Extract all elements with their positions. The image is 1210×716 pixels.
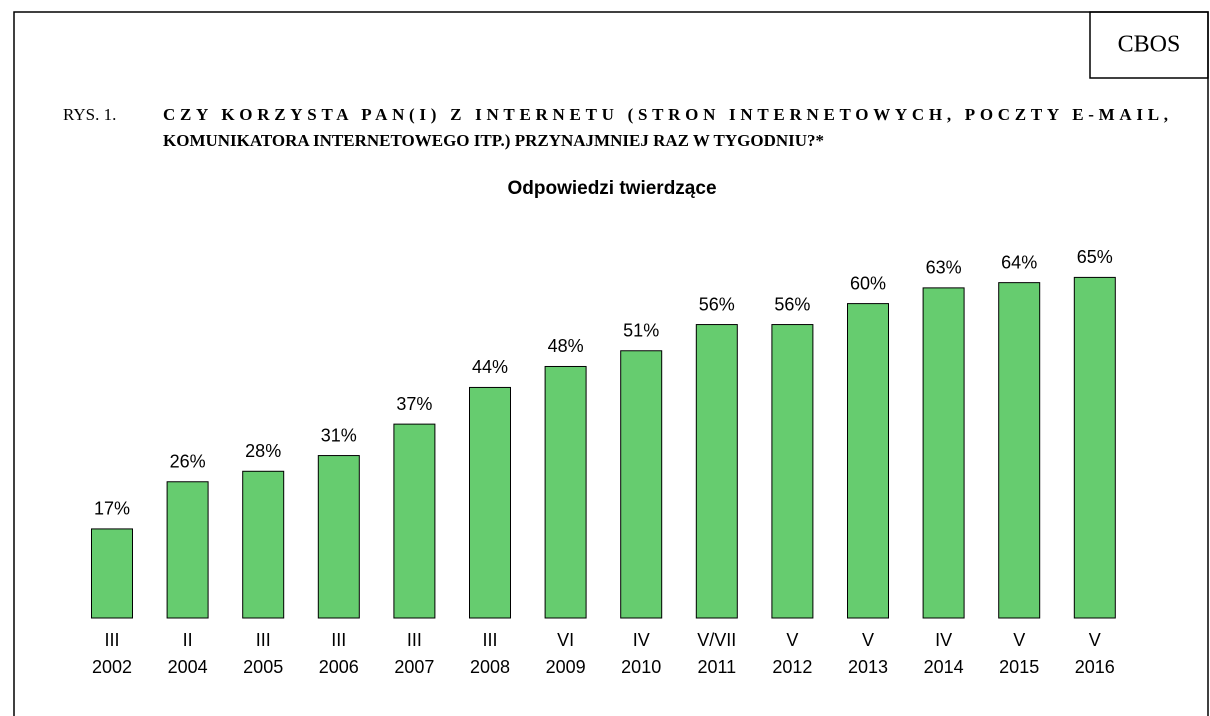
- chart-subtitle: Odpowiedzi twierdzące: [507, 178, 716, 199]
- value-label: 26%: [170, 452, 206, 472]
- bar: [998, 282, 1041, 619]
- x-tick-label: V/VII: [697, 630, 736, 650]
- x-tick-label: V: [1013, 630, 1025, 650]
- x-tick-label: 2009: [546, 657, 586, 677]
- x-tick-label: V: [1089, 630, 1101, 650]
- bar: [922, 287, 965, 619]
- x-tick-label: V: [862, 630, 874, 650]
- x-tick-label: IV: [633, 630, 650, 650]
- value-label: 63%: [926, 258, 962, 278]
- x-tick-label: II: [183, 630, 193, 650]
- x-tick-label: 2012: [772, 657, 812, 677]
- bar: [544, 365, 587, 619]
- bar: [242, 470, 285, 619]
- x-tick-label: 2006: [319, 657, 359, 677]
- bar: [317, 455, 360, 619]
- source-box: [1089, 11, 1209, 79]
- value-label: 60%: [850, 273, 886, 293]
- frame: [13, 11, 1209, 716]
- value-label: 44%: [472, 357, 508, 377]
- figure-label: RYS. 1.: [63, 105, 116, 124]
- x-tick-label: 2004: [168, 657, 208, 677]
- value-label: 51%: [623, 321, 659, 341]
- bar: [620, 350, 663, 619]
- bar: [166, 481, 209, 619]
- x-tick-label: 2016: [1075, 657, 1115, 677]
- x-tick-label: 2007: [394, 657, 434, 677]
- value-label: 48%: [548, 336, 584, 356]
- chart-title: CZY KORZYSTA PAN(I) Z INTERNETU (STRON I…: [163, 105, 1168, 124]
- value-label: 28%: [245, 441, 281, 461]
- x-tick-label: 2015: [999, 657, 1039, 677]
- x-tick-label: VI: [557, 630, 574, 650]
- x-tick-label: III: [256, 630, 271, 650]
- bar: [695, 324, 738, 619]
- x-tick-label: 2010: [621, 657, 661, 677]
- chart-title: KOMUNIKATORA INTERNETOWEGO ITP.) PRZYNAJ…: [163, 131, 824, 150]
- bar: [771, 324, 814, 619]
- x-tick-label: 2014: [924, 657, 964, 677]
- value-label: 17%: [94, 499, 130, 519]
- x-tick-label: III: [104, 630, 119, 650]
- bar: [1073, 276, 1116, 619]
- value-label: 56%: [774, 294, 810, 314]
- x-tick-label: III: [331, 630, 346, 650]
- bar: [469, 386, 511, 619]
- x-tick-label: V: [786, 630, 798, 650]
- bar: [393, 423, 436, 619]
- x-tick-label: III: [482, 630, 497, 650]
- x-tick-label: 2008: [470, 657, 510, 677]
- value-label: 65%: [1077, 247, 1113, 267]
- x-tick-label: IV: [935, 630, 952, 650]
- value-label: 37%: [396, 394, 432, 414]
- x-tick-label: 2013: [848, 657, 888, 677]
- x-tick-label: 2005: [243, 657, 283, 677]
- source: CBOS: [1118, 32, 1181, 58]
- value-label: 31%: [321, 425, 357, 445]
- bar: [91, 528, 133, 619]
- value-label: 56%: [699, 294, 735, 314]
- x-tick-label: 2002: [92, 657, 132, 677]
- x-tick-label: III: [407, 630, 422, 650]
- value-label: 64%: [1001, 252, 1037, 272]
- bar: [847, 303, 889, 619]
- x-tick-label: 2011: [697, 657, 736, 677]
